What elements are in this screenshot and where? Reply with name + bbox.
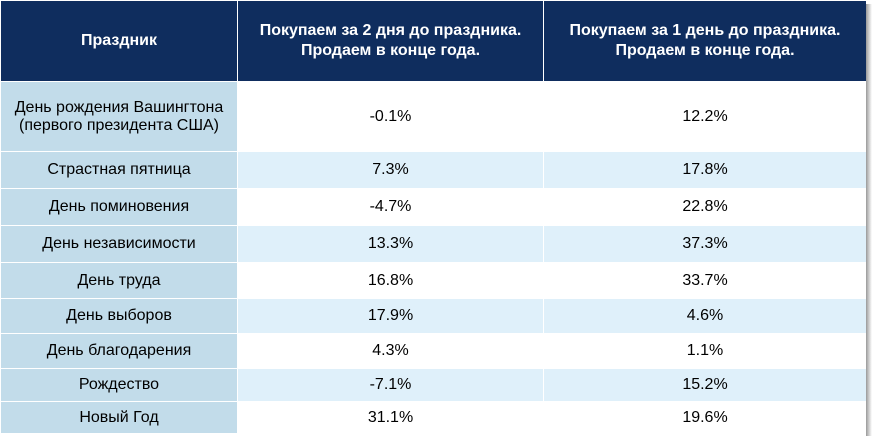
one-day-return-cell: 37.3% [543,225,867,263]
one-day-return-cell: 4.6% [543,298,867,334]
two-days-return-cell: 4.3% [237,333,544,369]
two-days-return-cell: -7.1% [237,368,544,402]
holiday-name-cell: День благодарения [0,333,238,369]
one-day-return-cell: 22.8% [543,188,867,226]
table-row: День благодарения 4.3% 1.1% [0,333,867,369]
holiday-name-cell: День труда [0,262,238,299]
two-days-return-cell: 7.3% [237,151,544,189]
table-header-row: Праздник Покупаем за 2 дня до праздника.… [0,0,867,82]
table-row: День независимости 13.3% 37.3% [0,225,867,263]
two-days-return-cell: 31.1% [237,401,544,434]
table-row: День рождения Вашингтона (первого презид… [0,81,867,152]
one-day-return-cell: 17.8% [543,151,867,189]
two-days-return-cell: -0.1% [237,81,544,152]
table-row: День труда 16.8% 33.7% [0,262,867,299]
one-day-return-cell: 33.7% [543,262,867,299]
holiday-name-cell: День поминовения [0,188,238,226]
holiday-name-cell: Рождество [0,368,238,402]
one-day-return-cell: 15.2% [543,368,867,402]
table-row: Новый Год 31.1% 19.6% [0,401,867,434]
table-drop-shadow [866,4,872,436]
two-days-return-cell: 17.9% [237,298,544,334]
header-buy-one-day-before: Покупаем за 1 день до праздника. Продаем… [543,0,867,82]
table-row: День выборов 17.9% 4.6% [0,298,867,334]
holiday-name-cell: День рождения Вашингтона (первого презид… [0,81,238,152]
holiday-name-cell: Новый Год [0,401,238,434]
two-days-return-cell: 13.3% [237,225,544,263]
header-holiday: Праздник [0,0,238,82]
one-day-return-cell: 12.2% [543,81,867,152]
table-row: День поминовения -4.7% 22.8% [0,188,867,226]
holiday-name-cell: День независимости [0,225,238,263]
one-day-return-cell: 1.1% [543,333,867,369]
header-buy-two-days-before: Покупаем за 2 дня до праздника. Продаем … [237,0,544,82]
one-day-return-cell: 19.6% [543,401,867,434]
holiday-name-cell: День выборов [0,298,238,334]
two-days-return-cell: 16.8% [237,262,544,299]
table-row: Рождество -7.1% 15.2% [0,368,867,402]
table-row: Страстная пятница 7.3% 17.8% [0,151,867,189]
holiday-name-cell: Страстная пятница [0,151,238,189]
two-days-return-cell: -4.7% [237,188,544,226]
